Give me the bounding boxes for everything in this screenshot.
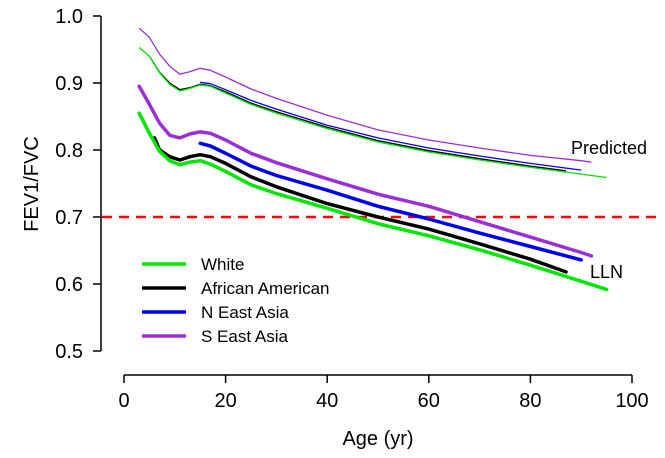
series-lines-layer [137, 27, 609, 292]
legend-label: S East Asia [201, 327, 288, 346]
annotation-lln: LLN [590, 262, 623, 282]
x-tick-label: 0 [118, 390, 129, 412]
axes-layer [100, 16, 632, 376]
y-tick-label: 1.0 [55, 6, 83, 28]
lln-line-white [137, 111, 609, 292]
lln-line-s-east-asia [137, 84, 594, 258]
legend-label: N East Asia [201, 303, 289, 322]
predicted-line-african-american [148, 55, 567, 172]
x-tick-label: 100 [615, 390, 648, 412]
predicted-line-white [138, 47, 607, 179]
y-tick-label: 0.5 [55, 341, 83, 363]
annotation-predicted: Predicted [571, 138, 647, 158]
y-axis-title: FEV1/FVC [21, 136, 43, 232]
x-axis-title: Age (yr) [342, 428, 413, 450]
y-tick-label: 0.7 [55, 207, 83, 229]
y-tick-label: 0.9 [55, 73, 83, 95]
lln-line-n-east-asia [198, 141, 583, 262]
y-tick-label: 0.8 [55, 140, 83, 162]
legend-label: White [201, 255, 244, 274]
predicted-line-s-east-asia [138, 27, 592, 163]
predicted-line-n-east-asia [200, 81, 582, 171]
legend: White African American N East Asia S East A… [142, 255, 330, 346]
ticks-layer: 0.5 0.6 0.7 0.8 0.9 1.0 0 20 40 60 80 100 [55, 6, 649, 412]
x-tick-label: 60 [418, 390, 440, 412]
x-tick-label: 80 [519, 390, 541, 412]
legend-label: African American [201, 279, 330, 298]
x-tick-label: 40 [316, 390, 338, 412]
lln-line-african-american [152, 136, 568, 274]
x-tick-label: 20 [214, 390, 236, 412]
y-tick-label: 0.6 [55, 274, 83, 296]
